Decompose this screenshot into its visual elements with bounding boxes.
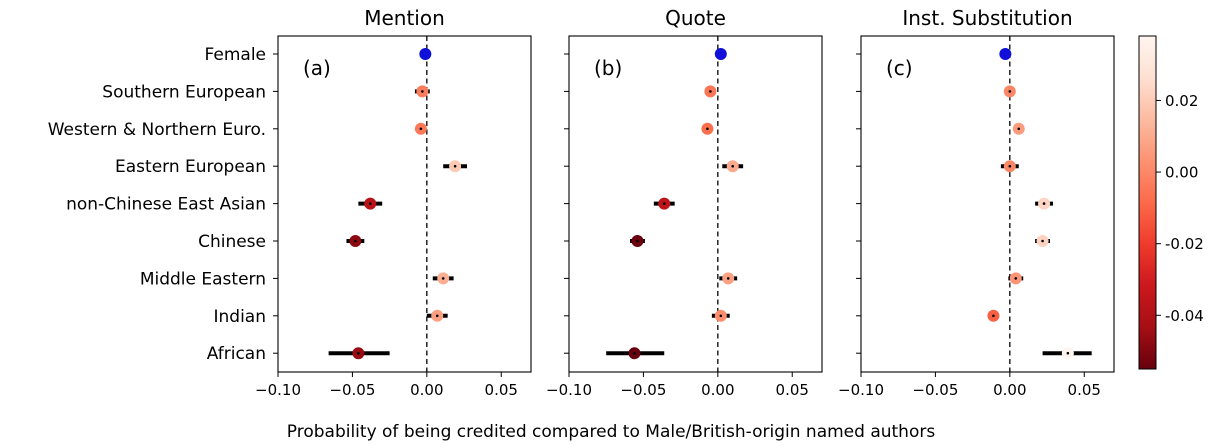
point-center [453,164,457,168]
x-tick-label: 0.05 [1068,381,1101,399]
data-point-group [1012,122,1025,135]
y-category-label: Chinese [198,232,266,252]
x-tick-label: 0.05 [485,381,518,399]
point-center [421,90,424,93]
x-tick-label: −0.10 [546,381,592,399]
x-tick-label: −0.05 [620,381,666,399]
x-tick-label: −0.10 [255,381,301,399]
colorbar: 0.02 0.00 -0.02 -0.04 [1138,35,1204,370]
data-point-group [358,197,383,210]
point-center [662,202,666,205]
point-center [419,127,423,131]
y-category-label: Indian [214,307,267,327]
point-center [441,277,445,280]
point-center [636,239,639,243]
data-point-group [722,160,744,173]
x-tick-label: 0.00 [993,381,1026,399]
point-center [633,351,636,355]
point-center [1014,277,1018,280]
point-center [992,314,995,318]
panel-label: (c) [886,56,913,80]
data-point-group [701,122,714,135]
data-point-group [987,309,1000,322]
data-point-group [414,122,427,135]
data-point-group [711,309,730,322]
data-point-group [1000,160,1019,173]
data-point-group [653,197,675,210]
plot-frame [568,35,823,373]
data-point-group [443,160,468,173]
y-category-label: Western & Northern Euro. [48,120,266,140]
data-point-group [1042,347,1092,360]
x-tick-label: 0.00 [701,381,734,399]
panel-title: Quote [665,6,726,30]
x-tick-label: 0.00 [410,381,443,399]
data-point-group [630,235,645,247]
data-point-group [714,48,727,60]
data-point [419,48,432,60]
y-category-labels: Female Southern European Western & Norther… [48,45,266,364]
data-point-group [346,235,365,247]
colorbar-tick-label: -0.02 [1165,235,1204,253]
point-center [357,351,360,355]
x-tick-label: −0.05 [912,381,958,399]
data-point-group [432,272,454,285]
y-category-label: African [207,344,266,364]
colorbar-tick-label: -0.04 [1165,307,1204,325]
colorbar-gradient [1138,35,1157,370]
data-point-group [999,48,1012,60]
panel-label: (b) [594,56,622,80]
x-tick-label: −0.10 [838,381,884,399]
point-center [1008,164,1012,168]
data-point-group [704,85,717,98]
x-tick-label: 0.05 [776,381,809,399]
panel-title: Inst. Substitution [902,6,1072,30]
data-point-group [419,48,432,60]
x-axis-label: Probability of being credited compared t… [287,422,936,442]
panels: Mention (a) −0.10 −0.05 0.00 0.05 Quote (b) −0.1… [255,6,1115,399]
point-center [368,202,372,205]
point-center [726,277,730,280]
plot-frame [860,35,1115,373]
y-category-label: Middle Eastern [140,269,266,289]
point-center [709,90,712,93]
y-category-label: Eastern European [115,157,266,177]
colorbar-tick-label: 0.00 [1165,164,1198,182]
y-category-label: Female [205,45,266,65]
point-center [1017,127,1021,131]
data-point-group [1008,272,1024,285]
data-point [714,48,727,60]
data-point [999,48,1012,60]
point-center [1066,351,1070,355]
data-point-group [719,272,738,285]
point-center [731,164,735,168]
data-point-group [328,347,390,360]
panel-label: (a) [303,56,331,80]
data-point-group [1003,85,1016,98]
colorbar-tick-label: 0.02 [1165,92,1198,110]
panel-3: Inst. Substitution (c) −0.10 −0.05 0.00 0.05 [838,6,1115,399]
panel-title: Mention [364,6,445,30]
x-tick-label: −0.05 [329,381,375,399]
point-center [435,314,439,318]
point-center [706,127,709,131]
point-center [1041,239,1044,243]
plot-frame [277,35,532,373]
data-point-group [1035,197,1053,210]
y-category-label: Southern European [102,82,266,102]
point-center [1008,90,1012,93]
data-point-group [414,85,430,98]
point-center [1042,202,1046,205]
point-center [719,314,723,318]
panel-2: Quote (b) −0.10 −0.05 0.00 0.05 [546,6,823,399]
panel-1: Mention (a) −0.10 −0.05 0.00 0.05 [255,6,532,399]
data-point-group [426,309,448,322]
y-category-label: non-Chinese East Asian [66,195,266,215]
data-point-group [1035,235,1051,247]
point-center [354,239,357,243]
data-point-group [606,347,665,360]
